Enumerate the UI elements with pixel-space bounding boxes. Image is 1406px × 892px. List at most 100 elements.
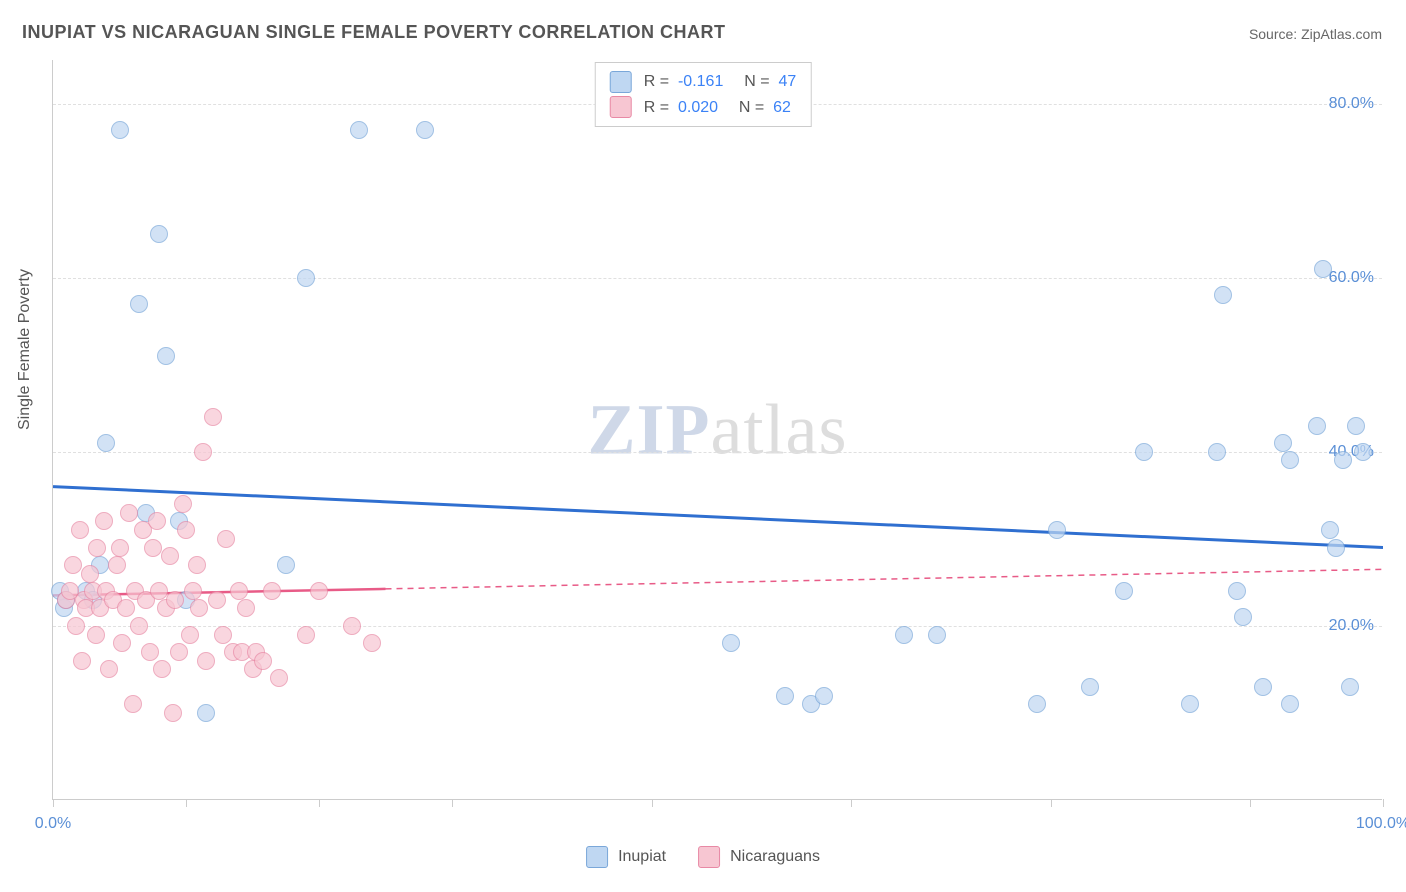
scatter-marker — [194, 443, 212, 461]
scatter-marker — [130, 295, 148, 313]
scatter-marker — [120, 504, 138, 522]
scatter-marker — [1181, 695, 1199, 713]
legend-label: Nicaraguans — [730, 848, 820, 866]
source-label: Source: ZipAtlas.com — [1249, 26, 1382, 42]
scatter-marker — [141, 643, 159, 661]
scatter-marker — [217, 530, 235, 548]
x-tick — [319, 799, 320, 807]
legend-swatch — [610, 96, 632, 118]
x-tick — [186, 799, 187, 807]
scatter-marker — [1234, 608, 1252, 626]
scatter-marker — [97, 434, 115, 452]
scatter-marker — [350, 121, 368, 139]
scatter-marker — [343, 617, 361, 635]
scatter-marker — [1214, 286, 1232, 304]
scatter-marker — [188, 556, 206, 574]
x-tick — [652, 799, 653, 807]
gridline — [53, 278, 1382, 279]
scatter-marker — [1347, 417, 1365, 435]
watermark-atlas: atlas — [711, 389, 848, 469]
scatter-marker — [81, 565, 99, 583]
source-value: ZipAtlas.com — [1301, 26, 1382, 42]
scatter-marker — [363, 634, 381, 652]
scatter-marker — [1308, 417, 1326, 435]
stats-legend-box: R = -0.161 N = 47R = 0.020 N = 62 — [595, 62, 812, 127]
legend-swatch — [610, 71, 632, 93]
trend-line-solid — [53, 487, 1383, 548]
scatter-marker — [197, 652, 215, 670]
scatter-marker — [144, 539, 162, 557]
scatter-marker — [73, 652, 91, 670]
scatter-marker — [1048, 521, 1066, 539]
scatter-marker — [237, 599, 255, 617]
scatter-marker — [153, 660, 171, 678]
scatter-marker — [161, 547, 179, 565]
legend-label: Inupiat — [618, 848, 666, 866]
scatter-marker — [157, 347, 175, 365]
scatter-marker — [310, 582, 328, 600]
x-tick — [53, 799, 54, 807]
y-axis-title: Single Female Poverty — [16, 269, 34, 430]
scatter-marker — [166, 591, 184, 609]
scatter-marker — [1327, 539, 1345, 557]
scatter-marker — [1228, 582, 1246, 600]
scatter-marker — [204, 408, 222, 426]
scatter-marker — [95, 512, 113, 530]
scatter-marker — [776, 687, 794, 705]
scatter-marker — [297, 269, 315, 287]
scatter-marker — [254, 652, 272, 670]
scatter-marker — [1314, 260, 1332, 278]
series-legend: Inupiat Nicaraguans — [586, 846, 820, 868]
scatter-marker — [190, 599, 208, 617]
scatter-marker — [130, 617, 148, 635]
stats-row: R = 0.020 N = 62 — [610, 95, 797, 121]
x-tick-label: 100.0% — [1356, 815, 1406, 833]
y-tick-label: 80.0% — [1329, 95, 1374, 113]
x-tick — [1383, 799, 1384, 807]
scatter-marker — [1135, 443, 1153, 461]
scatter-marker — [174, 495, 192, 513]
scatter-marker — [1254, 678, 1272, 696]
stat-n: N = 47 — [735, 69, 796, 95]
trend-lines — [53, 60, 1383, 800]
y-tick-label: 20.0% — [1329, 617, 1374, 635]
scatter-marker — [111, 539, 129, 557]
x-tick — [1250, 799, 1251, 807]
stat-r: R = -0.161 — [644, 69, 724, 95]
scatter-marker — [208, 591, 226, 609]
scatter-marker — [67, 617, 85, 635]
scatter-marker — [1208, 443, 1226, 461]
scatter-marker — [184, 582, 202, 600]
scatter-marker — [87, 626, 105, 644]
scatter-marker — [181, 626, 199, 644]
scatter-marker — [177, 521, 195, 539]
legend-swatch — [586, 846, 608, 868]
scatter-marker — [1341, 678, 1359, 696]
scatter-marker — [71, 521, 89, 539]
source-prefix: Source: — [1249, 26, 1301, 42]
x-tick — [1051, 799, 1052, 807]
scatter-marker — [1028, 695, 1046, 713]
scatter-marker — [108, 556, 126, 574]
scatter-marker — [230, 582, 248, 600]
scatter-marker — [270, 669, 288, 687]
y-tick-label: 60.0% — [1329, 269, 1374, 287]
watermark-zip: ZIP — [588, 389, 711, 469]
x-tick-label: 0.0% — [35, 815, 71, 833]
scatter-marker — [111, 121, 129, 139]
plot-area: ZIPatlas 20.0%40.0%60.0%80.0%0.0%100.0% — [52, 60, 1382, 800]
stat-r: R = 0.020 — [644, 95, 718, 121]
scatter-marker — [88, 539, 106, 557]
scatter-marker — [64, 556, 82, 574]
scatter-marker — [170, 643, 188, 661]
scatter-marker — [164, 704, 182, 722]
x-tick — [452, 799, 453, 807]
scatter-marker — [1321, 521, 1339, 539]
scatter-marker — [124, 695, 142, 713]
scatter-marker — [297, 626, 315, 644]
scatter-marker — [1354, 443, 1372, 461]
scatter-marker — [1334, 451, 1352, 469]
scatter-marker — [113, 634, 131, 652]
scatter-marker — [100, 660, 118, 678]
scatter-marker — [895, 626, 913, 644]
